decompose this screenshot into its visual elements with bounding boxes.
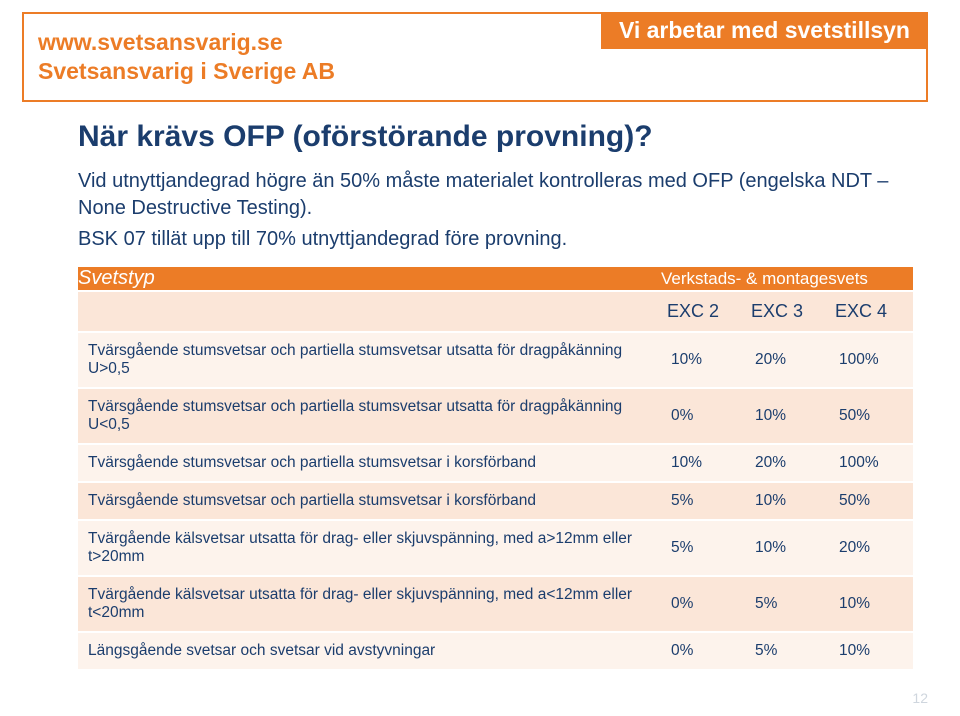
intro-line-2: BSK 07 tillät upp till 70% utnyttjandegr… <box>78 226 912 253</box>
row-val: 50% <box>829 388 913 444</box>
table-row: Tvärsgående stumsvetsar och partiella st… <box>78 444 913 482</box>
table-label-header: Svetstyp <box>78 267 661 291</box>
table-row: Tvärsgående stumsvetsar och partiella st… <box>78 482 913 520</box>
row-val: 100% <box>829 332 913 388</box>
table-right-header: Verkstads- & montagesvets <box>661 267 913 291</box>
row-val: 5% <box>745 576 829 632</box>
row-val: 0% <box>661 576 745 632</box>
table-row: Tvärsgående stumsvetsar och partiella st… <box>78 388 913 444</box>
row-val: 10% <box>661 332 745 388</box>
row-val: 10% <box>745 482 829 520</box>
row-val: 5% <box>661 482 745 520</box>
col-header-exc3: EXC 3 <box>745 291 829 332</box>
row-label: Längsgående svetsar och svetsar vid avst… <box>78 632 661 669</box>
row-val: 50% <box>829 482 913 520</box>
row-label: Tvärsgående stumsvetsar och partiella st… <box>78 482 661 520</box>
table-row: Tvärgående kälsvetsar utsatta för drag- … <box>78 576 913 632</box>
ofp-table: Svetstyp Verkstads- & montagesvets EXC 2… <box>78 267 913 669</box>
table-row: Tvärgående kälsvetsar utsatta för drag- … <box>78 520 913 576</box>
header-company: Svetsansvarig i Sverige AB <box>38 57 912 86</box>
table-row: Längsgående svetsar och svetsar vid avst… <box>78 632 913 669</box>
row-label: Tvärsgående stumsvetsar och partiella st… <box>78 388 661 444</box>
page-number: 12 <box>912 690 928 706</box>
table-row: Tvärsgående stumsvetsar och partiella st… <box>78 332 913 388</box>
row-val: 5% <box>661 520 745 576</box>
col-header-exc2: EXC 2 <box>661 291 745 332</box>
row-val: 10% <box>661 444 745 482</box>
row-val: 100% <box>829 444 913 482</box>
row-val: 20% <box>829 520 913 576</box>
row-label: Tvärgående kälsvetsar utsatta för drag- … <box>78 520 661 576</box>
row-val: 10% <box>745 388 829 444</box>
header-box: www.svetsansvarig.se Svetsansvarig i Sve… <box>22 12 928 102</box>
row-val: 10% <box>829 632 913 669</box>
intro-line-1: Vid utnyttjandegrad högre än 50% måste m… <box>78 168 912 222</box>
slide-page: www.svetsansvarig.se Svetsansvarig i Sve… <box>0 0 960 716</box>
row-label: Tvärsgående stumsvetsar och partiella st… <box>78 444 661 482</box>
row-val: 0% <box>661 388 745 444</box>
table-header-row-1: Svetstyp Verkstads- & montagesvets <box>78 267 913 291</box>
row-label: Tvärgående kälsvetsar utsatta för drag- … <box>78 576 661 632</box>
page-title: När krävs OFP (oförstörande provning)? <box>78 120 912 154</box>
row-val: 20% <box>745 444 829 482</box>
row-val: 5% <box>745 632 829 669</box>
row-val: 0% <box>661 632 745 669</box>
row-val: 10% <box>745 520 829 576</box>
row-val: 10% <box>829 576 913 632</box>
table-header-row-2: EXC 2 EXC 3 EXC 4 <box>78 291 913 332</box>
header-tagline: Vi arbetar med svetstillsyn <box>601 12 928 49</box>
table-header-empty <box>78 291 661 332</box>
col-header-exc4: EXC 4 <box>829 291 913 332</box>
row-label: Tvärsgående stumsvetsar och partiella st… <box>78 332 661 388</box>
row-val: 20% <box>745 332 829 388</box>
content-area: När krävs OFP (oförstörande provning)? V… <box>78 120 912 669</box>
